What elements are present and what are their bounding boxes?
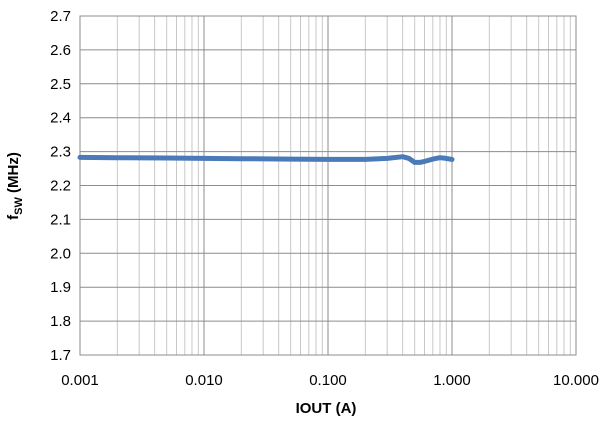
y-tick-label: 1.9: [50, 279, 71, 296]
y-tick-label: 1.7: [50, 347, 71, 364]
series-line: [77, 154, 455, 165]
x-tick-labels: 0.001 0.010 0.100 1.000 10.000: [61, 372, 599, 389]
series-layer: [77, 154, 455, 165]
y-axis-title-subscript: SW: [13, 197, 25, 215]
y-tick-label: 2.3: [50, 144, 71, 161]
x-axis-title: IOUT (A): [296, 400, 357, 417]
y-tick-label: 2.1: [50, 211, 71, 228]
x-tick-label: 1.000: [433, 372, 471, 389]
y-tick-label: 2.4: [50, 110, 71, 127]
y-tick-label: 2.0: [50, 245, 71, 262]
y-axis-title: fSW (MHz): [5, 152, 25, 220]
x-tick-label: 0.100: [309, 372, 347, 389]
x-tick-label: 0.001: [61, 372, 99, 389]
y-tick-label: 2.6: [50, 42, 71, 59]
y-tick-label: 2.5: [50, 76, 71, 93]
x-tick-label: 0.010: [185, 372, 223, 389]
y-tick-labels: 1.7 1.8 1.9 2.0 2.1 2.2 2.3 2.4 2.5 2.6 2.7: [50, 8, 71, 364]
plot-area-border: [79, 15, 577, 356]
x-tick-label: 10.000: [553, 372, 599, 389]
y-tick-label: 2.7: [50, 8, 71, 25]
y-axis-title-units: (MHz): [5, 152, 22, 197]
y-axis-title-main: f: [5, 214, 22, 220]
y-tick-label: 1.8: [50, 313, 71, 330]
y-tick-label: 2.2: [50, 178, 71, 195]
